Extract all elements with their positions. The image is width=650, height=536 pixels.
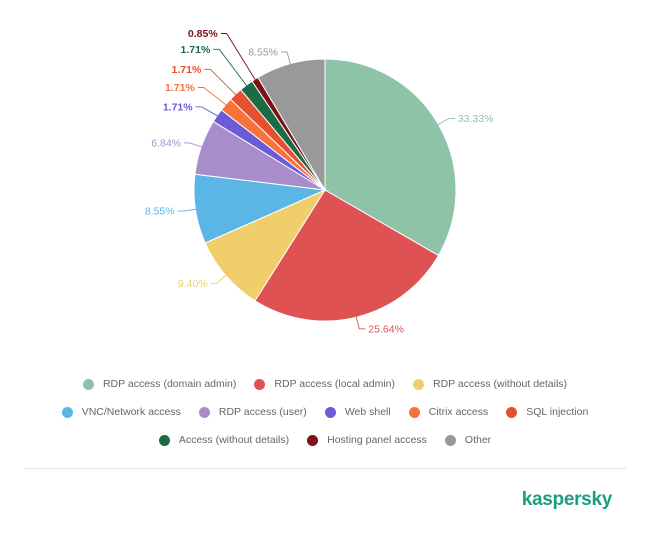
slice-data-label: 1.71%: [163, 101, 193, 113]
legend-item-other[interactable]: Other: [444, 434, 492, 446]
legend-item-rdp-without-details[interactable]: RDP access (without details): [413, 378, 567, 390]
label-leader-line: [177, 208, 198, 212]
legend-marker: [82, 378, 94, 390]
legend-row: RDP access (domain admin) RDP access (lo…: [0, 370, 650, 398]
legend-label: Access (without details): [178, 434, 290, 446]
slice-data-label: 25.64%: [368, 323, 404, 335]
legend-item-sql-injection[interactable]: SQL injection: [506, 406, 588, 418]
label-leader-line: [436, 118, 455, 126]
label-leader-line: [210, 273, 228, 284]
legend-label: VNC/Network access: [81, 406, 181, 418]
slice-data-label: 0.85%: [188, 28, 218, 40]
slice-data-label: 8.55%: [145, 206, 175, 218]
legend-item-vnc-network[interactable]: VNC/Network access: [61, 406, 181, 418]
chart-legend: RDP access (domain admin) RDP access (lo…: [0, 370, 650, 454]
legend-marker: [444, 434, 456, 446]
label-leader-line: [197, 87, 228, 107]
legend-item-access-without-details[interactable]: Access (without details): [158, 434, 290, 446]
legend-item-rdp-user[interactable]: RDP access (user): [198, 406, 307, 418]
legend-label: Web shell: [344, 406, 391, 418]
legend-marker: [324, 406, 336, 418]
legend-row: VNC/Network access RDP access (user) Web…: [0, 398, 650, 426]
legend-label: Other: [464, 434, 492, 446]
legend-item-rdp-domain-admin[interactable]: RDP access (domain admin): [82, 378, 237, 390]
legend-marker: [506, 406, 518, 418]
legend-marker: [254, 378, 266, 390]
label-leader-line: [355, 315, 366, 330]
legend-label: RDP access (local admin): [274, 378, 396, 390]
slice-data-label: 1.71%: [172, 64, 202, 76]
label-leader-line: [213, 48, 248, 88]
legend-label: RDP access (domain admin): [102, 378, 237, 390]
pie-slices: [193, 58, 457, 322]
legend-row: Access (without details) Hosting panel a…: [0, 426, 650, 454]
label-leader-line: [204, 68, 238, 97]
slice-data-label: 8.55%: [248, 47, 278, 59]
legend-marker: [61, 406, 73, 418]
slice-data-label: 9.40%: [178, 278, 208, 290]
slice-data-label: 1.71%: [165, 82, 195, 94]
legend-item-web-shell[interactable]: Web shell: [324, 406, 391, 418]
legend-label: Hosting panel access: [327, 434, 427, 446]
legend-label: Citrix access: [428, 406, 489, 418]
slice-data-label: 6.84%: [151, 137, 181, 149]
legend-marker: [408, 406, 420, 418]
slice-data-label: 1.71%: [181, 44, 211, 56]
label-leader-line: [184, 142, 204, 148]
legend-marker: [307, 434, 319, 446]
legend-marker: [413, 378, 425, 390]
legend-item-citrix-access[interactable]: Citrix access: [408, 406, 489, 418]
pie-data-labels: 33.33% 25.64% 9.40% 8.55% 6.84% 1.71% 1.71% 1.7…: [145, 28, 494, 335]
footer-divider: [24, 468, 626, 469]
legend-label: RDP access (user): [218, 406, 307, 418]
legend-item-hosting-panel-access[interactable]: Hosting panel access: [307, 434, 427, 446]
kaspersky-logo: kaspersky: [521, 489, 613, 510]
label-leader-line: [281, 51, 292, 66]
legend-marker: [198, 406, 210, 418]
legend-label: SQL injection: [526, 406, 589, 418]
legend-marker: [158, 434, 170, 446]
label-leader-line: [220, 33, 257, 82]
legend-label: RDP access (without details): [433, 378, 568, 390]
legend-item-rdp-local-admin[interactable]: RDP access (local admin): [254, 378, 395, 390]
pie-chart: 33.33% 25.64% 9.40% 8.55% 6.84% 1.71% 1.71% 1.7…: [145, 28, 494, 335]
label-leader-line: [195, 106, 220, 118]
slice-data-label: 33.33%: [458, 113, 494, 125]
